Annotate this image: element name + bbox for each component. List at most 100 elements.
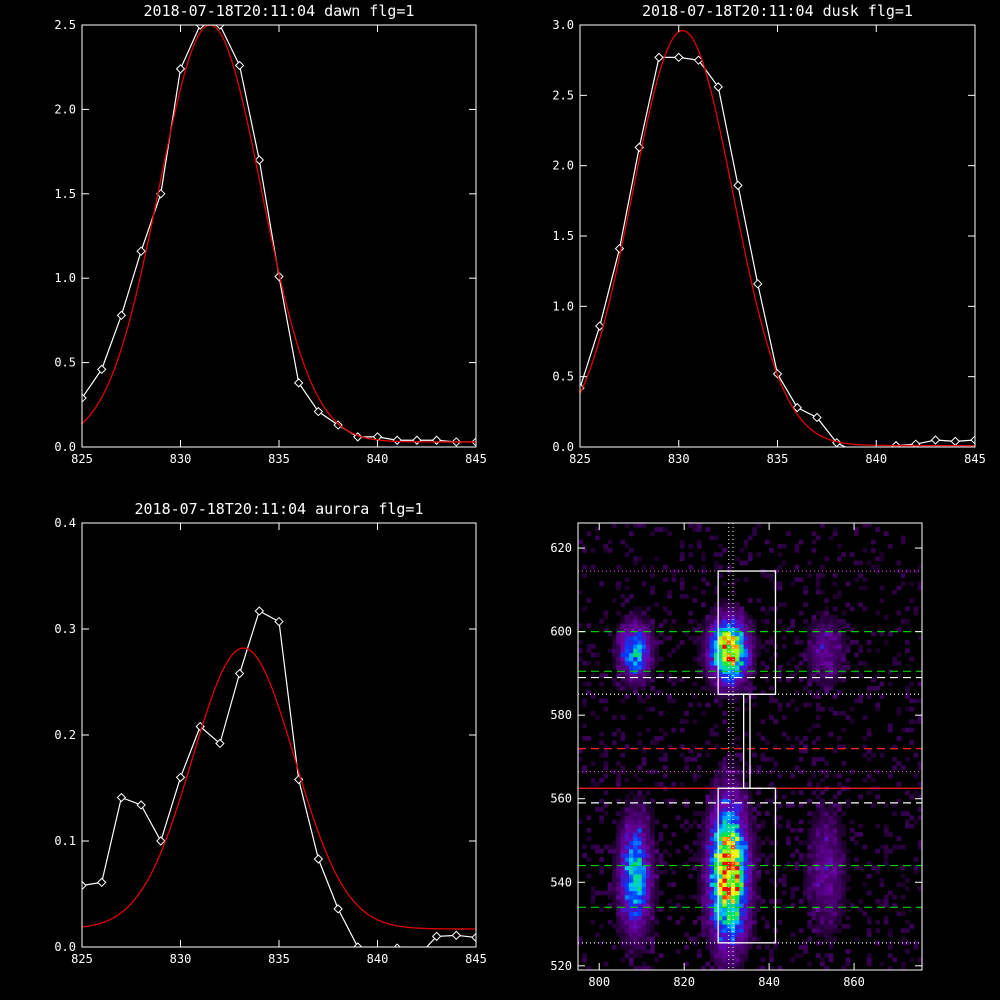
- data-point: [96, 364, 107, 375]
- y-tick-label: 0.5: [552, 370, 574, 384]
- data-point: [392, 435, 402, 445]
- data-point: [753, 279, 763, 289]
- panel-3: 825 830 835 840 845 0.0 0.1 0.2 0.3 0.4 2018-07-18…: [54, 500, 487, 966]
- y-tick-label: 0.0: [54, 940, 76, 954]
- data-point: [175, 64, 186, 74]
- data-point: [195, 25, 205, 30]
- y-tick-label: 520: [550, 959, 572, 973]
- panel-title: 2018-07-18T20:11:04 dawn flg=1: [144, 2, 415, 20]
- data-point: [413, 954, 421, 962]
- panel-4: 800 820 840 860 520 540 560 580 600 620: [550, 522, 923, 989]
- fit-curve: [580, 29, 975, 447]
- x-tick-label: 825: [71, 452, 93, 466]
- data-point: [175, 772, 186, 783]
- x-tick-label: 840: [367, 952, 389, 966]
- data-point: [274, 616, 284, 627]
- data-point: [215, 25, 225, 30]
- data-point: [293, 378, 304, 388]
- y-tick-label: 0.2: [54, 728, 76, 742]
- plot-area: [82, 25, 476, 447]
- plot-frame: [81, 522, 477, 948]
- y-tick-label: 2.0: [552, 159, 574, 173]
- data-point: [950, 436, 960, 447]
- data-line: [82, 610, 476, 947]
- data-point: [82, 880, 87, 891]
- data-line: [82, 25, 476, 443]
- data-point: [116, 310, 127, 321]
- x-tick-label: 830: [170, 952, 192, 966]
- data-point: [333, 420, 343, 430]
- x-tick-label: 830: [170, 452, 192, 466]
- x-tick-label: 800: [588, 975, 610, 989]
- x-tick-label: 845: [964, 452, 986, 466]
- panel-2: 825 830 835 840 845 0.0 0.5 1.0 1.5 2.0 2.5 3.0 2018…: [552, 2, 986, 466]
- y-tick-label: 1.5: [552, 229, 574, 243]
- region-box: [717, 787, 777, 944]
- data-point: [412, 435, 422, 445]
- y-tick-label: 0.0: [54, 440, 76, 454]
- y-tick-label: 0.1: [54, 834, 76, 848]
- x-tick-label: 845: [465, 952, 487, 966]
- y-tick-label: 0.0: [552, 440, 574, 454]
- data-line: [580, 56, 975, 447]
- y-tick-label: 0.3: [54, 622, 76, 636]
- y-tick-label: 600: [550, 625, 572, 639]
- x-tick-label: 840: [367, 452, 389, 466]
- plot-frame: [81, 24, 477, 448]
- data-point: [970, 435, 975, 445]
- panel-title: 2018-07-18T20:11:04 aurora flg=1: [135, 500, 424, 518]
- data-point: [234, 60, 245, 71]
- data-point: [313, 406, 324, 417]
- data-point: [353, 942, 363, 947]
- data-point: [733, 180, 743, 191]
- x-tick-label: 835: [268, 952, 290, 966]
- data-point: [156, 836, 166, 846]
- panel-title: 2018-07-18T20:11:04 dusk flg=1: [642, 2, 913, 20]
- panel-1: 825 830 835 840 845 0.0 0.5 1.0 1.5 2.0 2.5 2018-07…: [54, 2, 487, 466]
- data-point: [654, 52, 664, 63]
- plot-area: [580, 29, 975, 457]
- y-tick-label: 1.5: [54, 187, 76, 201]
- data-point: [136, 246, 146, 256]
- x-tick-label: 840: [865, 452, 887, 466]
- x-tick-label: 835: [767, 452, 789, 466]
- x-tick-label: 830: [668, 452, 690, 466]
- y-tick-label: 2.0: [54, 102, 76, 116]
- x-tick-label: 835: [268, 452, 290, 466]
- data-point: [853, 449, 861, 457]
- y-tick-label: 2.5: [552, 88, 574, 102]
- data-point: [451, 930, 462, 941]
- y-tick-label: 1.0: [552, 299, 574, 313]
- data-point: [96, 877, 107, 888]
- y-tick-label: 620: [550, 541, 572, 555]
- data-point: [116, 792, 127, 803]
- x-tick-label: 845: [465, 452, 487, 466]
- data-point: [82, 393, 87, 403]
- data-point: [254, 155, 265, 165]
- data-point: [431, 435, 442, 445]
- x-tick-label: 820: [673, 975, 695, 989]
- x-tick-label: 840: [758, 975, 780, 989]
- plot-area: [578, 523, 922, 970]
- x-tick-label: 860: [843, 975, 865, 989]
- data-point: [812, 412, 822, 423]
- data-point: [431, 931, 442, 942]
- data-point: [674, 52, 684, 63]
- heatmap-cells: [578, 523, 922, 970]
- plot-frame: [577, 522, 923, 971]
- data-point: [215, 738, 225, 749]
- data-point: [234, 668, 245, 679]
- plot-area: [82, 606, 476, 962]
- data-point: [333, 904, 343, 914]
- data-point: [136, 800, 146, 810]
- data-point: [274, 271, 284, 282]
- data-point: [713, 82, 723, 92]
- y-tick-label: 540: [550, 875, 572, 889]
- data-point: [471, 932, 476, 943]
- data-point: [930, 435, 941, 445]
- y-tick-label: 0.4: [54, 516, 76, 530]
- y-tick-label: 3.0: [552, 18, 574, 32]
- data-point: [393, 943, 401, 947]
- y-tick-label: 0.5: [54, 356, 76, 370]
